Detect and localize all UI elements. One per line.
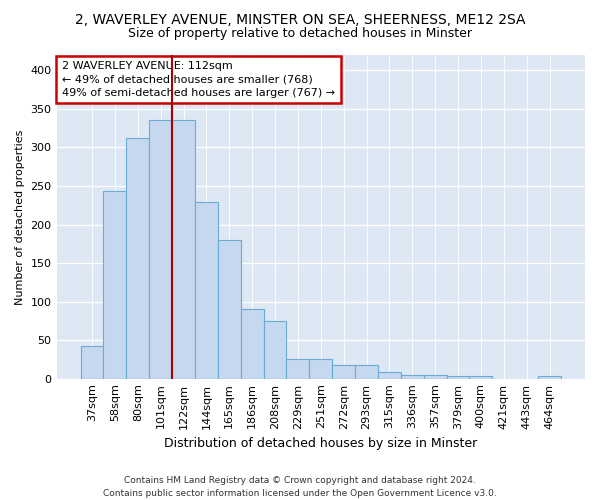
- Bar: [149, 120, 172, 378]
- Bar: [424, 375, 446, 378]
- Bar: [172, 120, 195, 378]
- Bar: [401, 375, 424, 378]
- Bar: [538, 376, 561, 378]
- Bar: [263, 321, 286, 378]
- Bar: [195, 202, 218, 378]
- Text: 2, WAVERLEY AVENUE, MINSTER ON SEA, SHEERNESS, ME12 2SA: 2, WAVERLEY AVENUE, MINSTER ON SEA, SHEE…: [75, 12, 525, 26]
- Bar: [446, 376, 469, 378]
- Bar: [80, 346, 103, 378]
- Bar: [103, 190, 127, 378]
- Text: Contains HM Land Registry data © Crown copyright and database right 2024.
Contai: Contains HM Land Registry data © Crown c…: [103, 476, 497, 498]
- Bar: [241, 310, 263, 378]
- Text: Size of property relative to detached houses in Minster: Size of property relative to detached ho…: [128, 28, 472, 40]
- X-axis label: Distribution of detached houses by size in Minster: Distribution of detached houses by size …: [164, 437, 478, 450]
- Bar: [332, 365, 355, 378]
- Bar: [355, 365, 378, 378]
- Bar: [469, 376, 493, 378]
- Bar: [218, 240, 241, 378]
- Y-axis label: Number of detached properties: Number of detached properties: [15, 129, 25, 304]
- Text: 2 WAVERLEY AVENUE: 112sqm
← 49% of detached houses are smaller (768)
49% of semi: 2 WAVERLEY AVENUE: 112sqm ← 49% of detac…: [62, 62, 335, 98]
- Bar: [378, 372, 401, 378]
- Bar: [127, 138, 149, 378]
- Bar: [286, 360, 310, 378]
- Bar: [310, 360, 332, 378]
